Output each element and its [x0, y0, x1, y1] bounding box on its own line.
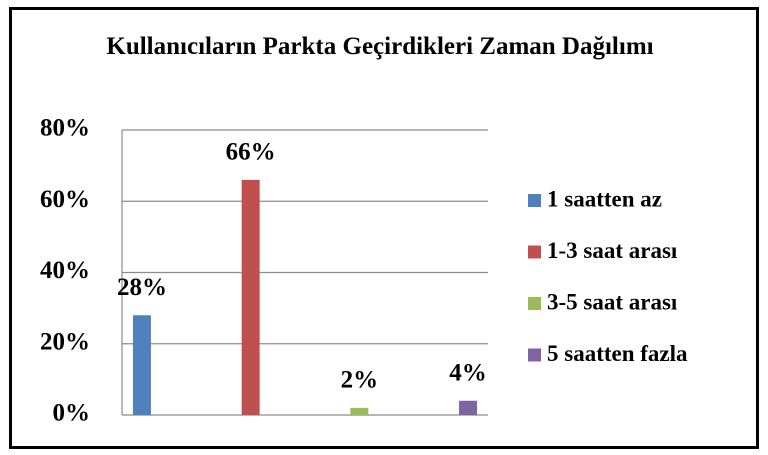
chart-title: Kullanıcıların Parkta Geçirdikleri Zaman… — [106, 33, 654, 60]
bar — [459, 400, 478, 415]
data-label: 66% — [226, 139, 276, 166]
legend-swatch — [528, 194, 541, 207]
bar — [132, 315, 151, 415]
data-label: 28% — [117, 274, 167, 301]
legend-label: 5 saatten fazla — [547, 341, 688, 366]
legend-label: 1-3 saat arası — [547, 238, 678, 263]
y-tick-label: 40% — [40, 257, 90, 284]
data-label: 2% — [341, 367, 379, 394]
chart-border — [9, 7, 759, 449]
y-tick-label: 60% — [40, 186, 90, 213]
y-tick-label: 20% — [40, 328, 90, 355]
legend-swatch — [528, 245, 541, 259]
y-tick-label: 80% — [40, 115, 90, 142]
y-tick-label: 0% — [53, 400, 91, 427]
legend-label: 3-5 saat arası — [547, 289, 678, 314]
legend-label: 1 saatten az — [547, 186, 662, 211]
legend-swatch — [528, 297, 541, 310]
legend-swatch — [528, 348, 541, 362]
data-label: 4% — [449, 359, 487, 386]
bar — [241, 179, 260, 415]
bar — [350, 407, 369, 415]
